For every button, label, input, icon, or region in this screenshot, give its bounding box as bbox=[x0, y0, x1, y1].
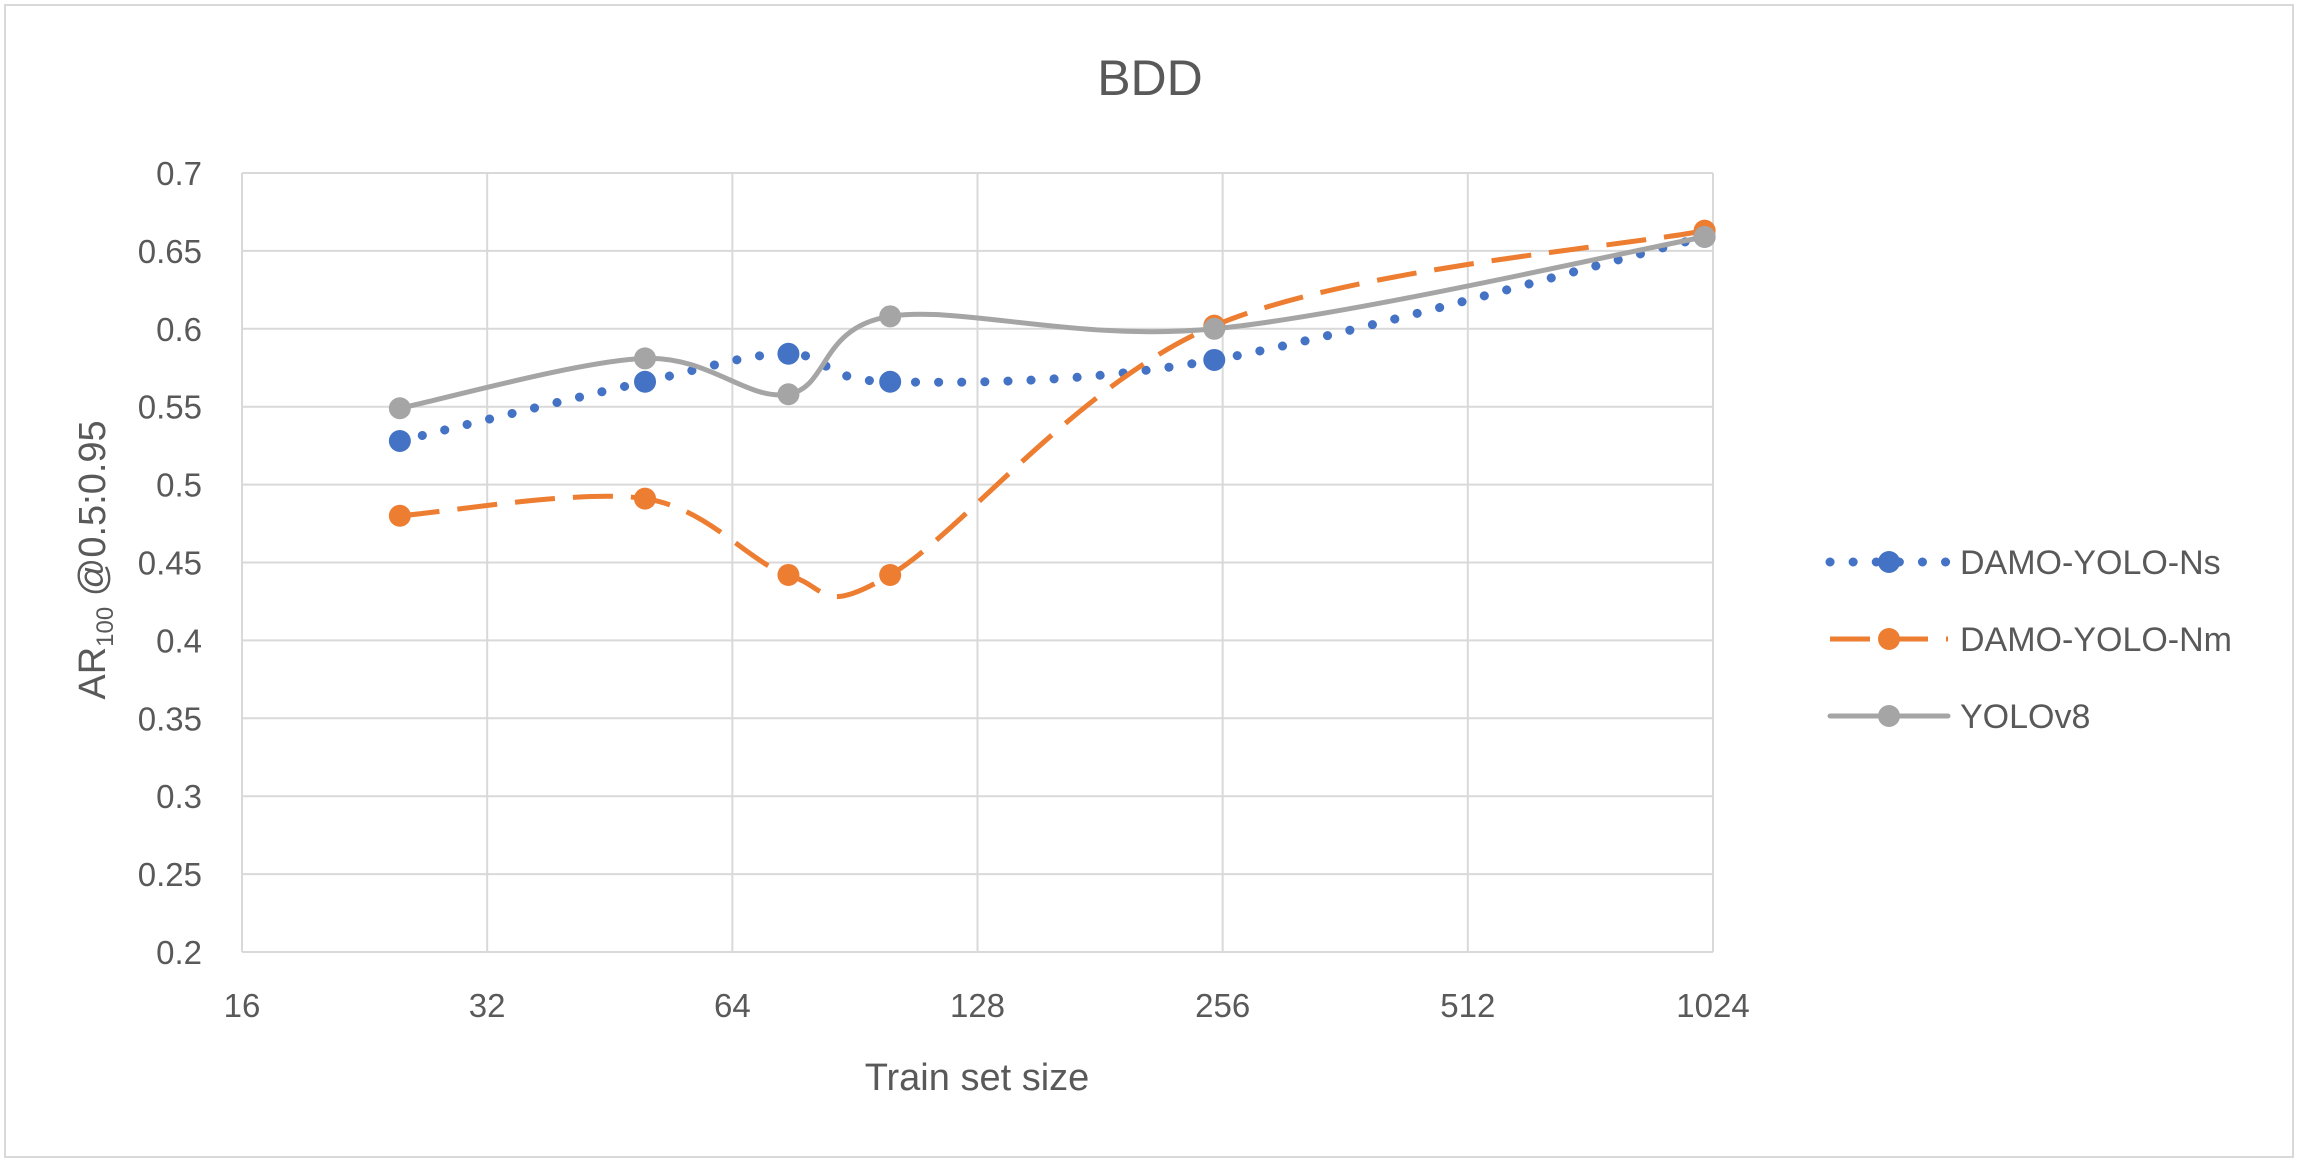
chart-frame bbox=[4, 4, 2294, 1158]
y-tick-label: 0.25 bbox=[138, 856, 202, 893]
data-point-yolov8 bbox=[634, 347, 657, 370]
series-line-damo-yolo-nm bbox=[399, 228, 1706, 600]
data-point-damo-yolo-ns bbox=[879, 370, 902, 393]
x-tick-label: 16 bbox=[224, 987, 261, 1024]
y-tick-label: 0.65 bbox=[138, 233, 202, 270]
y-axis-label: AR100 @0.5:0.95 bbox=[72, 420, 119, 699]
legend-marker-yolov8 bbox=[1878, 705, 1900, 727]
x-tick-label: 256 bbox=[1195, 987, 1250, 1024]
data-point-yolov8 bbox=[879, 305, 902, 328]
data-point-yolov8 bbox=[1203, 317, 1226, 340]
data-point-yolov8 bbox=[1693, 225, 1716, 248]
y-tick-label: 0.2 bbox=[156, 934, 202, 971]
x-tick-labels: 16 32 64 128 256 512 1024 bbox=[224, 987, 1750, 1024]
y-tick-label: 0.55 bbox=[138, 389, 202, 426]
data-point-yolov8 bbox=[388, 397, 411, 420]
data-point-damo-yolo-nm bbox=[879, 563, 902, 586]
legend: DAMO-YOLO-Ns DAMO-YOLO-Nm YOLOv8 bbox=[1825, 544, 2232, 736]
y-axis-label-subscript: 100 bbox=[92, 607, 119, 647]
data-point-damo-yolo-ns bbox=[634, 370, 657, 393]
x-tick-label: 512 bbox=[1440, 987, 1495, 1024]
y-tick-label: 0.45 bbox=[138, 545, 202, 582]
y-tick-label: 0.4 bbox=[156, 622, 202, 659]
legend-label-damo-yolo-ns: DAMO-YOLO-Ns bbox=[1960, 544, 2221, 582]
data-point-damo-yolo-ns bbox=[388, 429, 411, 452]
x-axis-label: Train set size bbox=[865, 1057, 1090, 1099]
y-tick-label: 0.6 bbox=[156, 311, 202, 348]
legend-marker-damo-yolo-nm bbox=[1878, 628, 1900, 650]
x-tick-label: 1024 bbox=[1676, 987, 1749, 1024]
gridlines bbox=[241, 172, 1714, 953]
legend-marker-damo-yolo-ns bbox=[1878, 551, 1900, 573]
chart-title: BDD bbox=[1097, 50, 1203, 106]
data-point-damo-yolo-nm bbox=[777, 563, 800, 586]
x-tick-label: 64 bbox=[714, 987, 751, 1024]
y-tick-label: 0.7 bbox=[156, 155, 202, 192]
legend-label-yolov8: YOLOv8 bbox=[1960, 698, 2090, 736]
series-line-damo-yolo-ns bbox=[395, 232, 1710, 446]
legend-label-damo-yolo-nm: DAMO-YOLO-Nm bbox=[1960, 621, 2232, 659]
y-tick-labels: 0.2 0.25 0.3 0.35 0.4 0.45 0.5 0.55 0.6 0.65 0.7 bbox=[138, 155, 202, 971]
y-axis-label-rest: @0.5:0.95 bbox=[72, 420, 114, 606]
y-tick-label: 0.35 bbox=[138, 700, 202, 737]
x-tick-label: 32 bbox=[469, 987, 506, 1024]
data-point-damo-yolo-ns bbox=[777, 342, 800, 365]
series-lines bbox=[395, 228, 1710, 600]
y-tick-label: 0.3 bbox=[156, 778, 202, 815]
data-point-yolov8 bbox=[777, 383, 800, 406]
series-points bbox=[388, 219, 1716, 586]
x-tick-label: 128 bbox=[950, 987, 1005, 1024]
data-point-damo-yolo-ns bbox=[1203, 348, 1226, 371]
y-tick-label: 0.5 bbox=[156, 467, 202, 504]
y-axis-label-main: AR bbox=[72, 647, 114, 700]
data-point-damo-yolo-nm bbox=[388, 504, 411, 527]
data-point-damo-yolo-nm bbox=[634, 487, 657, 510]
